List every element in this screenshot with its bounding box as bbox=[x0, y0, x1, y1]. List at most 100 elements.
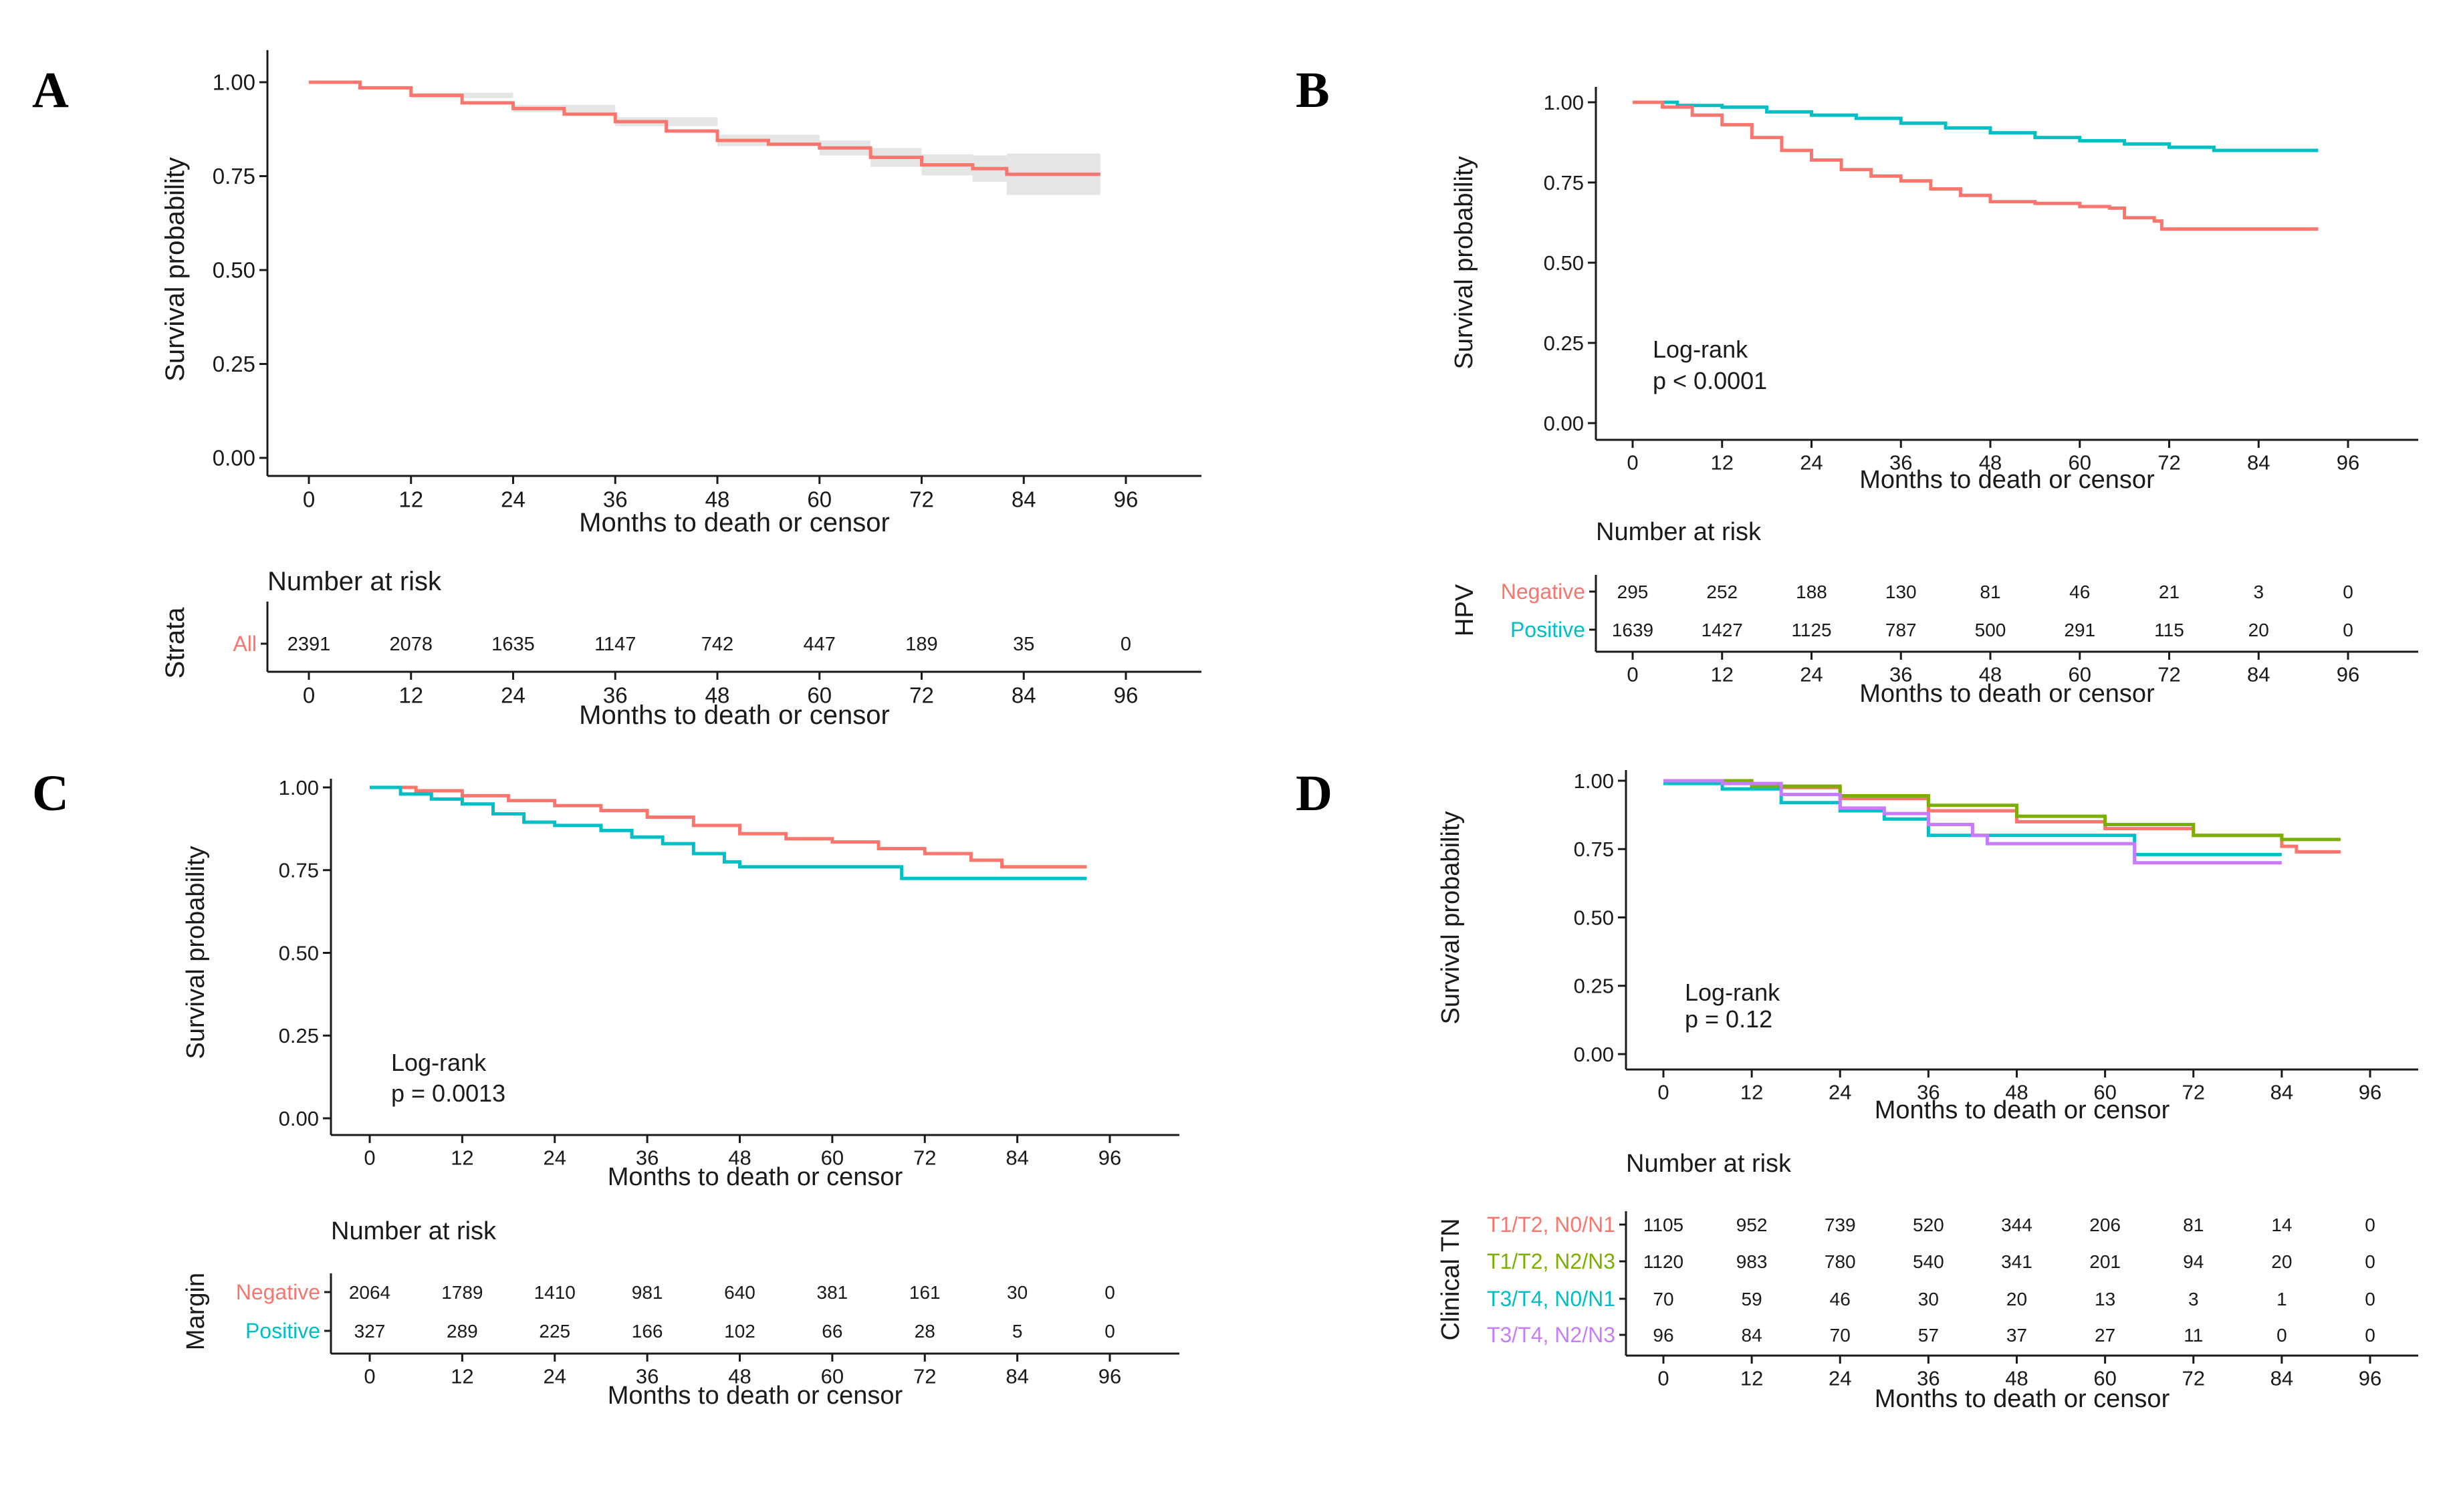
risk-count: 1105 bbox=[1643, 1215, 1683, 1235]
risk-row-label: Positive bbox=[1510, 618, 1585, 642]
x-tick-label: 48 bbox=[1979, 451, 2002, 475]
risk-count: 20 bbox=[2006, 1289, 2027, 1309]
x-tick-label: 84 bbox=[1006, 1146, 1028, 1170]
risk-count: 84 bbox=[1742, 1325, 1762, 1346]
risk-count: 94 bbox=[2183, 1251, 2204, 1272]
risk-count: 952 bbox=[1736, 1215, 1768, 1235]
risk-row-label: T3/T4, N0/N1 bbox=[1487, 1287, 1615, 1311]
risk-x-tick-label: 84 bbox=[2270, 1367, 2293, 1390]
risk-count: 742 bbox=[701, 634, 733, 655]
x-tick-label: 24 bbox=[501, 487, 525, 512]
risk-count: 0 bbox=[1104, 1321, 1115, 1342]
risk-strata-title: Margin bbox=[182, 1273, 210, 1350]
risk-count: 295 bbox=[1617, 582, 1649, 602]
risk-count: 27 bbox=[2095, 1325, 2115, 1346]
risk-count: 20 bbox=[2271, 1251, 2292, 1272]
risk-count: 0 bbox=[1104, 1282, 1115, 1303]
risk-strata-title: Clinical TN bbox=[1437, 1218, 1465, 1340]
y-axis-title: Survival probability bbox=[1437, 811, 1465, 1025]
x-tick-label: 96 bbox=[2337, 451, 2359, 475]
x-tick-label: 0 bbox=[1627, 451, 1638, 475]
y-tick-label: 0.50 bbox=[1574, 906, 1614, 929]
y-tick-label: 0.00 bbox=[279, 1107, 319, 1130]
risk-x-tick-label: 72 bbox=[913, 1365, 936, 1388]
risk-table-title: Number at risk bbox=[331, 1217, 497, 1245]
risk-x-tick-label: 84 bbox=[1006, 1365, 1028, 1388]
survival-curve-negative bbox=[1633, 100, 2319, 231]
survival-curve-t3-t4-n2-n3 bbox=[1663, 779, 2282, 865]
panel-B: B 0.00 0.25 0.50 0.75 1.00 0 12 24 36 48 60 72 84 96 Mo… bbox=[1296, 62, 2418, 708]
panel-C: C 0.00 0.25 0.50 0.75 1.00 0 12 24 36 48 60 72 84 96 Mo… bbox=[32, 765, 1179, 1410]
x-tick-label: 12 bbox=[451, 1146, 473, 1170]
risk-x-axis-title: Months to death or censor bbox=[1875, 1385, 2170, 1413]
risk-table-title: Number at risk bbox=[1596, 518, 1762, 546]
x-tick-label: 0 bbox=[364, 1146, 375, 1170]
risk-row-label: T3/T4, N2/N3 bbox=[1487, 1323, 1615, 1347]
y-tick-label: 0.75 bbox=[213, 164, 255, 188]
risk-count: 2078 bbox=[389, 634, 433, 655]
risk-x-axis-title: Months to death or censor bbox=[1859, 680, 2155, 708]
risk-count: 2064 bbox=[349, 1282, 390, 1303]
risk-count: 520 bbox=[1913, 1215, 1944, 1235]
y-tick-label: 0.25 bbox=[1544, 332, 1584, 355]
risk-count: 96 bbox=[1653, 1325, 1673, 1346]
annotation-test-name: Log-rank bbox=[1685, 979, 1780, 1006]
x-axis-title: Months to death or censor bbox=[608, 1163, 903, 1191]
panel-letter: B bbox=[1296, 62, 1330, 118]
risk-count: 0 bbox=[2365, 1251, 2375, 1272]
risk-count: 981 bbox=[632, 1282, 663, 1303]
risk-x-tick-label: 96 bbox=[2337, 663, 2359, 686]
risk-x-tick-label: 36 bbox=[603, 683, 628, 708]
y-tick-label: 0.00 bbox=[213, 446, 255, 471]
risk-count: 739 bbox=[1825, 1215, 1856, 1235]
risk-count: 540 bbox=[1913, 1251, 1944, 1272]
risk-count: 206 bbox=[2089, 1215, 2121, 1235]
risk-count: 1635 bbox=[491, 634, 535, 655]
x-tick-label: 0 bbox=[303, 487, 315, 512]
risk-row-label: T1/T2, N0/N1 bbox=[1487, 1213, 1615, 1237]
risk-count: 1147 bbox=[594, 634, 636, 655]
risk-count: 1125 bbox=[1791, 620, 1831, 640]
annotation-p-value: p = 0.12 bbox=[1685, 1005, 1772, 1033]
risk-row-label: All bbox=[233, 632, 257, 656]
risk-count: 189 bbox=[905, 634, 937, 655]
risk-count: 28 bbox=[915, 1321, 935, 1342]
risk-count: 344 bbox=[2001, 1215, 2032, 1235]
survival-curve-all bbox=[309, 80, 1100, 176]
x-tick-label: 36 bbox=[1889, 451, 1912, 475]
x-tick-label: 36 bbox=[603, 487, 628, 512]
risk-x-tick-label: 72 bbox=[909, 683, 934, 708]
risk-count: 327 bbox=[354, 1321, 386, 1342]
risk-count: 11 bbox=[2184, 1325, 2203, 1346]
risk-table: Number at risk Negative 295 252 188 130 81 46 21… bbox=[1451, 518, 2418, 708]
risk-x-tick-label: 0 bbox=[303, 683, 315, 708]
x-tick-label: 72 bbox=[2182, 1081, 2205, 1104]
risk-count: 201 bbox=[2089, 1251, 2121, 1272]
risk-x-tick-label: 96 bbox=[1114, 683, 1139, 708]
risk-x-tick-label: 0 bbox=[364, 1365, 375, 1388]
y-tick-label: 0.25 bbox=[213, 352, 255, 376]
risk-x-axis-title: Months to death or censor bbox=[579, 701, 890, 730]
x-tick-label: 72 bbox=[2157, 451, 2180, 475]
x-tick-label: 72 bbox=[913, 1146, 936, 1170]
y-axis-title: Survival probability bbox=[1450, 156, 1478, 370]
y-tick-label: 0.50 bbox=[213, 258, 255, 283]
y-tick-label: 1.00 bbox=[1544, 91, 1584, 114]
risk-x-tick-label: 12 bbox=[451, 1365, 473, 1388]
risk-count: 0 bbox=[2276, 1325, 2287, 1346]
y-tick-label: 0.50 bbox=[1544, 251, 1584, 275]
x-axis-title: Months to death or censor bbox=[1875, 1096, 2170, 1124]
x-axis-title: Months to death or censor bbox=[579, 508, 890, 537]
risk-count: 447 bbox=[804, 634, 836, 655]
risk-x-tick-label: 60 bbox=[807, 683, 832, 708]
annotation-test-name: Log-rank bbox=[1653, 336, 1748, 363]
risk-x-tick-label: 48 bbox=[705, 683, 730, 708]
risk-count: 130 bbox=[1885, 582, 1917, 602]
y-tick-label: 1.00 bbox=[213, 70, 255, 95]
risk-x-tick-label: 48 bbox=[728, 1365, 751, 1388]
risk-count: 0 bbox=[1121, 634, 1131, 655]
risk-row-label: Negative bbox=[1501, 580, 1585, 604]
survival-curve-positive bbox=[1633, 100, 2319, 152]
risk-x-tick-label: 36 bbox=[636, 1365, 659, 1388]
